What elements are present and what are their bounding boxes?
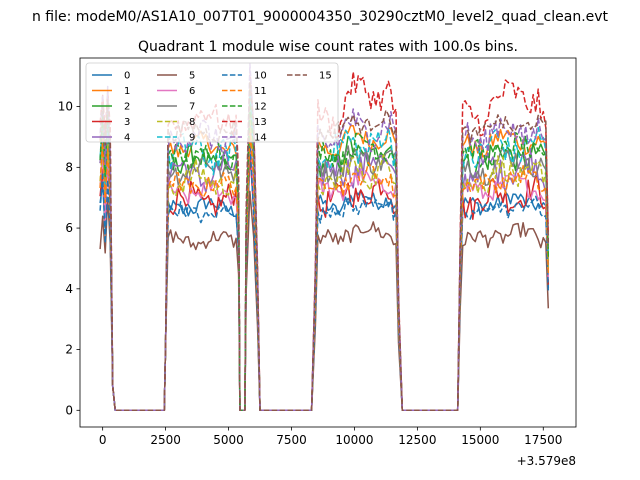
series-line-6 xyxy=(99,134,550,412)
chart-title: Quadrant 1 module wise count rates with … xyxy=(138,39,518,55)
y-tick-label: 2 xyxy=(65,343,73,357)
x-tick-label: 7500 xyxy=(276,433,307,447)
legend-label-7: 7 xyxy=(189,102,195,113)
legend-label-11: 11 xyxy=(254,86,267,97)
y-tick-label: 6 xyxy=(65,221,73,235)
series-line-12 xyxy=(99,102,550,412)
y-tick-label: 10 xyxy=(58,100,73,114)
chart-suptitle: n file: modeM0/AS1A10_007T01_9000004350_… xyxy=(32,9,609,25)
legend-label-13: 13 xyxy=(254,117,267,128)
x-tick-label: 5000 xyxy=(213,433,244,447)
legend-label-1: 1 xyxy=(124,86,130,97)
legend-label-15: 15 xyxy=(319,71,332,82)
legend-label-6: 6 xyxy=(189,86,195,97)
series-line-7 xyxy=(99,119,550,412)
legend-label-9: 9 xyxy=(189,133,195,144)
x-tick-label: 15000 xyxy=(461,433,499,447)
x-tick-label: 2500 xyxy=(150,433,181,447)
x-tick-label: 17500 xyxy=(524,433,562,447)
legend-label-8: 8 xyxy=(189,117,195,128)
legend-label-12: 12 xyxy=(254,102,267,113)
legend-label-10: 10 xyxy=(254,71,267,82)
series-line-10 xyxy=(99,141,550,412)
legend-label-0: 0 xyxy=(124,71,130,82)
x-offset-label: +3.579e8 xyxy=(517,454,576,468)
y-tick-label: 4 xyxy=(65,282,73,296)
legend-label-2: 2 xyxy=(124,102,130,113)
y-tick-label: 8 xyxy=(65,160,73,174)
series-line-5 xyxy=(99,190,550,412)
series-line-9 xyxy=(99,89,550,412)
series-line-11 xyxy=(99,131,550,412)
legend-box xyxy=(85,62,339,143)
x-tick-label: 12500 xyxy=(398,433,436,447)
series-line-13 xyxy=(99,69,550,412)
legend-label-14: 14 xyxy=(254,133,267,144)
legend-label-4: 4 xyxy=(124,133,130,144)
series-line-8 xyxy=(99,109,550,412)
y-tick-label: 0 xyxy=(65,403,73,417)
legend-label-5: 5 xyxy=(189,71,195,82)
plot-area xyxy=(79,57,577,428)
axes-layer: 0 2500 5000 7500 10000 12500 15000 17500 0 2 4 6 8 10 xyxy=(58,100,563,447)
x-tick-label: 10000 xyxy=(335,433,373,447)
x-tick-label: 0 xyxy=(99,433,107,447)
legend-label-3: 3 xyxy=(124,117,130,128)
